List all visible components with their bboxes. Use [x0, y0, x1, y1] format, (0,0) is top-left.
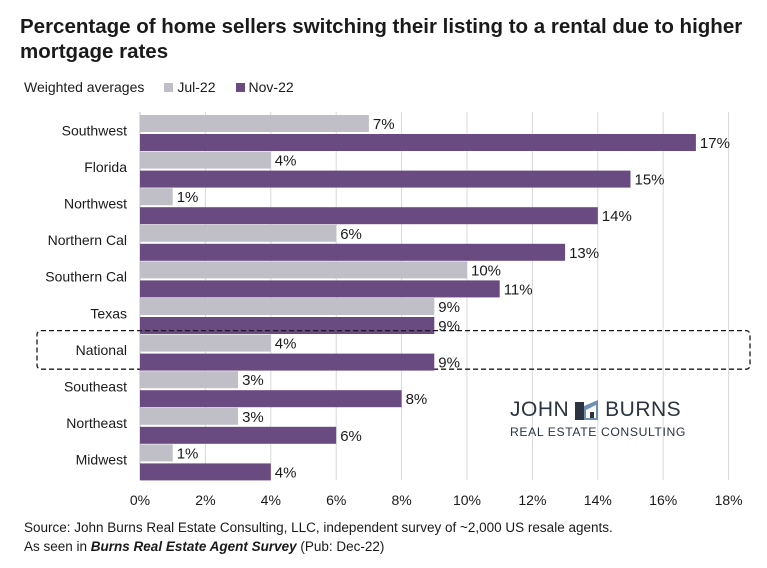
x-tick-label: 6%	[326, 492, 346, 508]
publication-line: As seen in Burns Real Estate Agent Surve…	[24, 537, 613, 556]
x-tick-label: 12%	[518, 492, 546, 508]
bar-jul	[140, 371, 239, 389]
data-label: 6%	[340, 428, 362, 445]
data-label: 8%	[406, 391, 428, 408]
data-label: 17%	[700, 135, 730, 152]
x-tick-label: 4%	[261, 492, 281, 508]
x-tick-label: 14%	[584, 492, 612, 508]
source-note: Source: John Burns Real Estate Consultin…	[24, 518, 613, 556]
category-label: Northwest	[64, 196, 127, 212]
bar-jul	[140, 151, 271, 169]
category-label: Florida	[84, 159, 127, 175]
bar-nov	[140, 243, 566, 261]
logo-text-burns: BURNS	[605, 398, 682, 421]
source-line: Source: John Burns Real Estate Consultin…	[24, 520, 613, 535]
data-label: 6%	[340, 226, 362, 243]
x-tick-label: 16%	[649, 492, 677, 508]
bar-jul	[140, 407, 239, 425]
legend-caption: Weighted averages	[24, 79, 145, 95]
x-tick-label: 18%	[715, 492, 743, 508]
x-tick-label: 8%	[391, 492, 411, 508]
data-label: 15%	[635, 172, 665, 189]
bar-jul	[140, 298, 435, 315]
category-label: Midwest	[76, 452, 127, 468]
category-label: Southern Cal	[45, 269, 127, 285]
legend: Weighted averages Jul-22 Nov-22	[24, 79, 294, 95]
bar-nov	[140, 426, 337, 444]
category-label: Northern Cal	[48, 232, 127, 248]
logo-text-john: JOHN	[510, 398, 570, 421]
data-label: 1%	[177, 189, 199, 206]
data-label: 4%	[275, 464, 297, 481]
data-label: 9%	[438, 318, 460, 335]
category-label: Northeast	[66, 415, 127, 431]
legend-swatch-nov	[235, 82, 245, 92]
x-tick-label: 2%	[195, 492, 215, 508]
publication-name: Burns Real Estate Agent Survey	[90, 539, 297, 554]
bar-nov	[140, 463, 271, 481]
data-label: 11%	[504, 281, 533, 298]
legend-item-nov: Nov-22	[235, 79, 294, 95]
category-label: Texas	[90, 305, 127, 321]
bar-jul	[140, 224, 337, 242]
data-label: 7%	[373, 116, 395, 133]
company-logo: JOHN BURNS REAL ESTATE CONSULTING	[510, 398, 695, 439]
legend-item-jul: Jul-22	[164, 79, 216, 95]
publication-suffix: (Pub: Dec-22)	[296, 539, 385, 554]
data-label: 10%	[471, 262, 501, 279]
bar-jul	[140, 188, 173, 206]
data-label: 3%	[242, 409, 264, 426]
bar-jul	[140, 115, 369, 132]
data-label: 9%	[438, 355, 460, 372]
data-label: 9%	[438, 299, 460, 316]
category-label: Southwest	[62, 122, 127, 138]
bar-nov	[140, 170, 631, 188]
bar-nov	[140, 353, 435, 371]
data-label: 4%	[275, 336, 297, 353]
legend-label-nov: Nov-22	[248, 79, 294, 95]
x-tick-label: 10%	[453, 492, 481, 508]
bar-nov	[140, 207, 598, 225]
data-label: 13%	[569, 245, 599, 262]
legend-label-jul: Jul-22	[177, 79, 216, 95]
chart-title: Percentage of home sellers switching the…	[20, 15, 743, 63]
category-label: Southeast	[64, 379, 127, 395]
bar-nov	[140, 134, 696, 151]
legend-swatch-jul	[164, 82, 174, 92]
data-label: 3%	[242, 372, 264, 389]
publication-prefix: As seen in	[24, 539, 91, 554]
bar-nov	[140, 317, 435, 334]
bar-jul	[140, 334, 271, 352]
house-logo-icon	[575, 400, 599, 420]
bar-nov	[140, 280, 500, 298]
data-label: 14%	[602, 208, 632, 225]
x-tick-label: 0%	[130, 492, 150, 508]
bar-nov	[140, 390, 402, 408]
category-label: National	[76, 342, 127, 358]
bar-jul	[140, 444, 173, 462]
data-label: 1%	[177, 445, 199, 462]
data-label: 4%	[275, 153, 297, 170]
bar-jul	[140, 261, 467, 279]
logo-tagline: REAL ESTATE CONSULTING	[510, 425, 686, 439]
